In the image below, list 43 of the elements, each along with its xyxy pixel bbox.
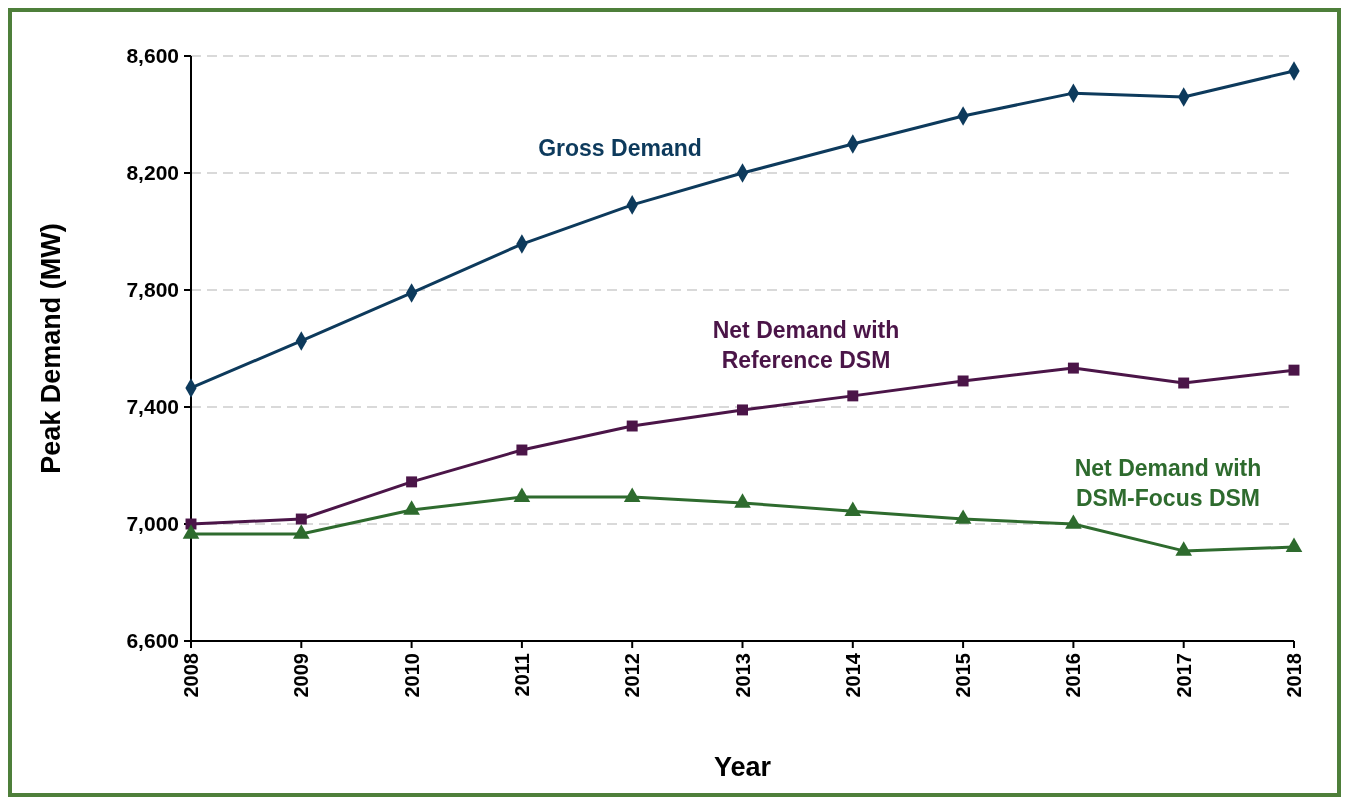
point (513, 487, 531, 502)
y-tick-label: 6,600 (126, 629, 179, 653)
point (844, 501, 862, 516)
x-tick-label: 2017 (1172, 653, 1195, 698)
point (1175, 541, 1193, 556)
x-tick-label: 2012 (621, 653, 644, 698)
x-tick-label: 2010 (400, 653, 423, 698)
series-label: Gross Demand (538, 135, 702, 161)
point (957, 375, 969, 387)
point (516, 444, 528, 456)
y-tick-label: 7,000 (126, 512, 179, 536)
y-tick-label: 7,800 (126, 278, 179, 302)
point (182, 524, 200, 539)
point (737, 404, 748, 416)
y-tick-label: 8,600 (126, 44, 179, 68)
x-tick-label: 2018 (1283, 653, 1305, 698)
point (1178, 377, 1190, 389)
x-tick-label: 2009 (290, 653, 313, 698)
point (292, 524, 310, 539)
x-tick-label: 2011 (510, 653, 533, 697)
point (295, 513, 307, 525)
point (1067, 362, 1079, 374)
point (734, 493, 751, 508)
series-label: Net Demand with DSM-Focus DSM (1074, 455, 1262, 511)
series-label: Net Demand with Reference DSM (712, 317, 900, 373)
x-tick-label: 2014 (841, 652, 864, 698)
x-tick-label: 2013 (731, 653, 754, 698)
point (847, 390, 859, 402)
y-tick-label: 8,200 (126, 161, 179, 185)
point (954, 509, 972, 524)
point (403, 500, 420, 515)
y-tick-label: 7,400 (126, 395, 179, 419)
point (1065, 514, 1082, 529)
x-tick-label: 2015 (952, 653, 975, 698)
point (623, 487, 641, 502)
point (626, 420, 638, 432)
y-axis-title: Peak Demand (MW) (36, 223, 66, 474)
point (406, 476, 418, 488)
point (1285, 537, 1303, 552)
x-tick-label: 2008 (180, 653, 202, 698)
point (1288, 364, 1300, 376)
x-axis-title: Year (713, 752, 772, 782)
x-tick-label: 2016 (1062, 653, 1085, 698)
